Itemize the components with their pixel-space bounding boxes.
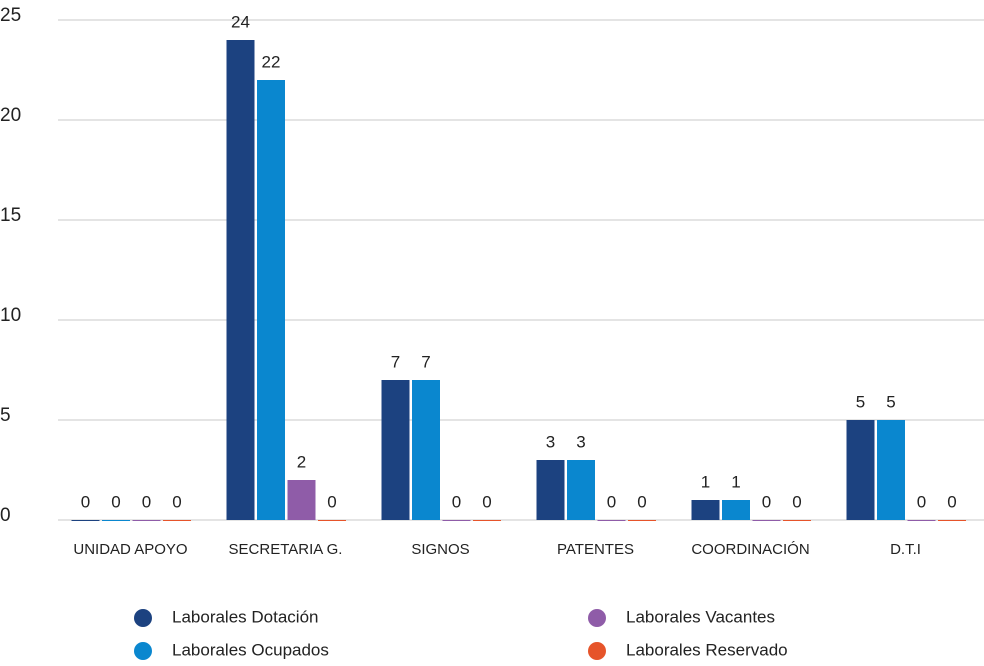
bar: [287, 480, 316, 520]
data-label: 0: [452, 492, 461, 511]
bar: [877, 420, 905, 520]
bar: [907, 520, 936, 521]
legend-marker: [134, 609, 152, 627]
bar: [257, 80, 285, 520]
data-label: 0: [792, 492, 801, 511]
legend-label: Laborales Vacantes: [626, 607, 775, 626]
data-label: 5: [856, 392, 865, 411]
data-label: 1: [731, 472, 740, 491]
bar: [473, 520, 501, 521]
data-label: 0: [482, 492, 491, 511]
y-tick-label: 10: [0, 305, 21, 326]
data-label: 7: [421, 352, 430, 371]
bar: [132, 520, 161, 521]
legend-marker: [588, 609, 606, 627]
data-label: 0: [917, 492, 926, 511]
x-tick-label: UNIDAD APOYO: [73, 541, 187, 558]
data-label: 0: [111, 492, 120, 511]
x-tick-label: D.T.I: [890, 541, 921, 558]
y-tick-label: 15: [0, 205, 21, 226]
x-tick-label: SIGNOS: [411, 541, 469, 558]
bar: [597, 520, 626, 521]
data-label: 0: [142, 492, 151, 511]
y-tick-label: 0: [0, 505, 11, 526]
data-label: 3: [546, 432, 555, 451]
bar: [412, 380, 440, 520]
y-tick-label: 5: [0, 405, 11, 426]
bar: [71, 520, 100, 521]
x-tick-label: PATENTES: [557, 541, 634, 558]
bar: [163, 520, 191, 521]
bar: [846, 420, 875, 520]
bar: [938, 520, 966, 521]
bar: [442, 520, 471, 521]
bar: [783, 520, 811, 521]
data-label: 5: [886, 392, 895, 411]
bar: [318, 520, 346, 521]
data-label: 0: [637, 492, 646, 511]
y-tick-label: 25: [0, 5, 21, 26]
bar: [628, 520, 656, 521]
bar: [226, 40, 255, 520]
legend-marker: [134, 642, 152, 660]
bar: [381, 380, 410, 520]
bar: [536, 460, 565, 520]
data-label: 22: [262, 52, 281, 71]
data-label: 0: [607, 492, 616, 511]
data-label: 24: [231, 12, 250, 31]
data-label: 0: [172, 492, 181, 511]
data-label: 2: [297, 452, 306, 471]
y-tick-label: 20: [0, 105, 21, 126]
data-label: 7: [391, 352, 400, 371]
bar: [752, 520, 781, 521]
x-tick-label: SECRETARIA G.: [229, 541, 343, 558]
data-label: 1: [701, 472, 710, 491]
data-label: 0: [81, 492, 90, 511]
bar: [567, 460, 595, 520]
data-label: 0: [947, 492, 956, 511]
bar: [722, 500, 750, 520]
legend-label: Laborales Ocupados: [172, 640, 329, 659]
data-label: 3: [576, 432, 585, 451]
data-label: 0: [762, 492, 771, 511]
legend-label: Laborales Dotación: [172, 607, 318, 626]
legend-marker: [588, 642, 606, 660]
bar: [691, 500, 720, 520]
data-label: 0: [327, 492, 336, 511]
x-tick-label: COORDINACIÓN: [691, 541, 809, 558]
legend-label: Laborales Reservado: [626, 640, 788, 659]
bar: [102, 520, 130, 521]
